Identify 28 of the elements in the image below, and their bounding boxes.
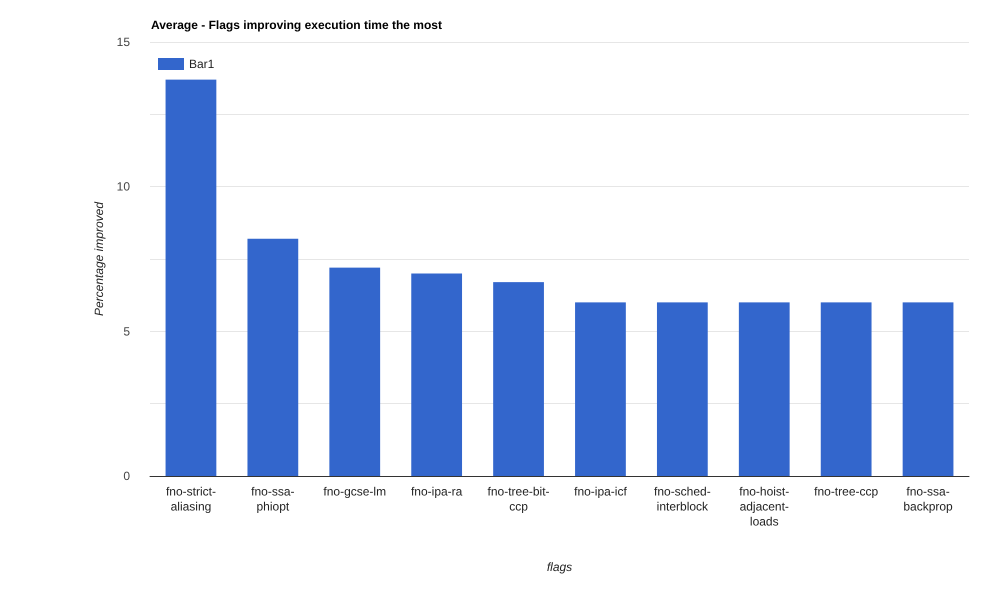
x-axis-title: flags bbox=[546, 560, 572, 574]
y-tick-label: 15 bbox=[116, 35, 130, 49]
bar bbox=[738, 302, 790, 476]
bar bbox=[902, 302, 954, 476]
y-tick-label: 5 bbox=[123, 324, 130, 338]
bar bbox=[411, 273, 462, 476]
bar bbox=[656, 302, 708, 476]
x-tick-label: fno-tree-ccp bbox=[814, 484, 878, 498]
bar bbox=[329, 268, 380, 476]
x-tick-label: fno-ipa-ra bbox=[410, 484, 463, 498]
bar bbox=[820, 302, 872, 476]
chart-title: Average - Flags improving execution time the most bbox=[151, 18, 442, 32]
x-tick-label: fno-sched-interblock bbox=[654, 484, 711, 514]
bar bbox=[575, 302, 626, 476]
x-tick-label: fno-ssa-backprop bbox=[903, 484, 954, 514]
x-tick-label: fno-gcse-lm bbox=[323, 484, 386, 498]
x-tick-label: fno-ssa-phiopt bbox=[251, 484, 295, 514]
bar bbox=[166, 80, 216, 476]
bar bbox=[247, 238, 298, 476]
y-tick-label: 10 bbox=[116, 180, 130, 194]
x-tick-label: fno-strict-aliasing bbox=[166, 484, 216, 514]
y-axis-title: Percentage improved bbox=[92, 202, 106, 316]
legend-label: Bar1 bbox=[189, 57, 215, 71]
x-tick-label: fno-hoist-adjacent-loads bbox=[739, 484, 790, 528]
y-tick-label: 0 bbox=[123, 469, 130, 483]
bar bbox=[493, 282, 544, 476]
x-tick-label: fno-tree-bit-ccp bbox=[488, 484, 550, 514]
x-tick-label: fno-ipa-icf bbox=[574, 484, 628, 498]
